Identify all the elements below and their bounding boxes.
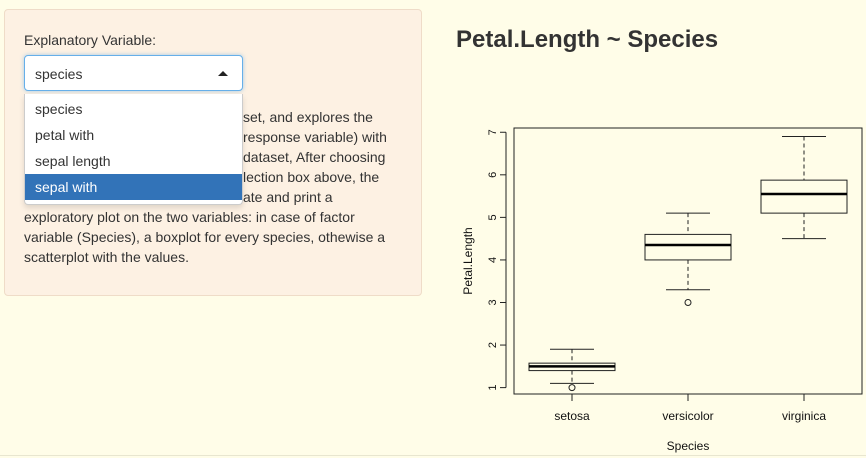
- explanatory-variable-label: Explanatory Variable:: [24, 32, 157, 48]
- x-tick-label-setosa: setosa: [554, 409, 590, 423]
- y-tick-label: 2: [487, 342, 499, 348]
- description-line: ate and print a: [243, 189, 333, 205]
- caret-up-icon: [218, 71, 228, 76]
- y-tick-label: 3: [487, 299, 499, 305]
- x-axis-label: Species: [667, 439, 710, 453]
- select-value: species: [35, 66, 83, 82]
- divider: [0, 455, 866, 456]
- y-tick-label: 1: [487, 385, 499, 391]
- option-species[interactable]: species: [35, 101, 83, 117]
- description-line: response variable) with: [243, 129, 387, 145]
- outlier-versicolor: [684, 298, 692, 306]
- select-dropdown-menu[interactable]: species petal with sepal length sepal wi…: [24, 94, 243, 205]
- boxplot-chart: 1 2 3 4 5 6 7 Petal.Length setosa versicolor virgi…: [461, 127, 863, 453]
- y-tick-label: 7: [487, 129, 499, 135]
- x-tick-label-virginica: virginica: [782, 409, 826, 423]
- option-sepal-with[interactable]: sepal with: [25, 174, 242, 200]
- y-tick-label: 5: [487, 214, 499, 220]
- description-line: set, and explores the: [243, 109, 373, 125]
- explanatory-variable-select[interactable]: species: [24, 55, 243, 91]
- y-tick-label: 6: [487, 172, 499, 178]
- box-virginica: [760, 179, 848, 214]
- option-sepal-length[interactable]: sepal length: [35, 153, 111, 169]
- option-petal-with[interactable]: petal with: [35, 127, 95, 143]
- outlier-setosa: [568, 384, 576, 392]
- sidebar-panel: Explanatory Variable: species set, and e…: [4, 9, 422, 296]
- description-line: dataset, After choosing: [243, 149, 386, 165]
- y-tick-label: 4: [487, 257, 499, 263]
- description-text: set, and explores the response variable) …: [24, 107, 398, 267]
- page-title: Petal.Length ~ Species: [456, 26, 719, 53]
- x-tick-label-versicolor: versicolor: [662, 409, 713, 423]
- description-line: exploratory plot on the two variables: i…: [24, 209, 386, 265]
- box-versicolor: [644, 233, 732, 261]
- description-line: lection box above, the: [243, 169, 380, 185]
- y-axis-label: Petal.Length: [461, 227, 475, 294]
